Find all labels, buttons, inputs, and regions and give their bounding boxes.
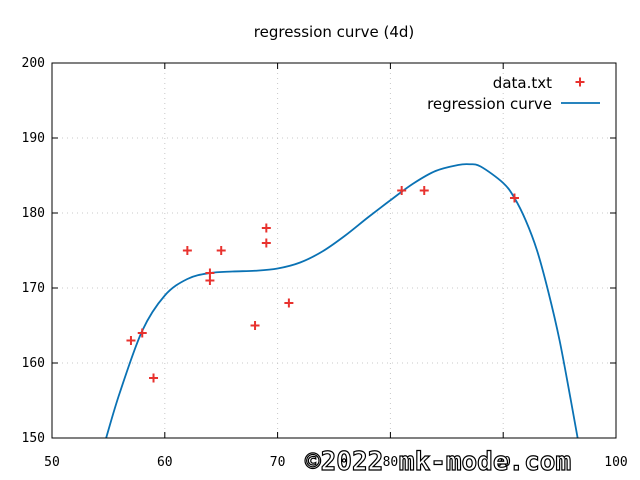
legend-marker-data — [575, 77, 585, 87]
regression-curve-layer — [105, 163, 579, 438]
x-tick-label: 80 — [383, 455, 399, 470]
legend: data.txt regression curve — [427, 74, 600, 113]
x-tick-label: 50 — [44, 455, 60, 470]
data-point — [216, 246, 226, 255]
data-points-layer — [126, 186, 519, 383]
data-point — [261, 223, 271, 233]
y-tick-label: 190 — [22, 131, 45, 146]
data-point — [261, 238, 271, 248]
legend-label-curve: regression curve — [427, 95, 552, 113]
y-tick-label: 170 — [22, 281, 45, 296]
x-tick-label: 60 — [157, 455, 173, 470]
x-tick-label: 70 — [270, 455, 286, 470]
legend-label-data: data.txt — [493, 74, 552, 92]
data-point — [250, 321, 260, 330]
data-point — [397, 186, 407, 195]
grid — [52, 63, 616, 438]
y-tick-label: 200 — [22, 56, 45, 71]
data-point — [509, 193, 519, 203]
data-point — [126, 336, 136, 345]
regression-curve-line — [105, 163, 579, 438]
plot-frame — [51, 62, 617, 439]
data-point — [284, 298, 294, 308]
chart-title: regression curve (4d) — [254, 23, 414, 41]
data-point — [149, 373, 159, 383]
data-point — [182, 246, 192, 255]
data-point — [137, 328, 147, 338]
y-tick-label: 160 — [22, 356, 45, 371]
y-tick-label: 150 — [22, 431, 45, 446]
y-tick-label: 180 — [22, 206, 45, 221]
data-point — [419, 186, 429, 195]
x-tick-label: 100 — [604, 455, 627, 470]
watermark: ©2022 mk-mode.com — [305, 447, 571, 477]
x-tick-label: 90 — [495, 455, 511, 470]
axes: 50 60 70 80 90 100 150 160 170 180 190 200 — [22, 56, 628, 470]
data-point — [205, 276, 215, 285]
